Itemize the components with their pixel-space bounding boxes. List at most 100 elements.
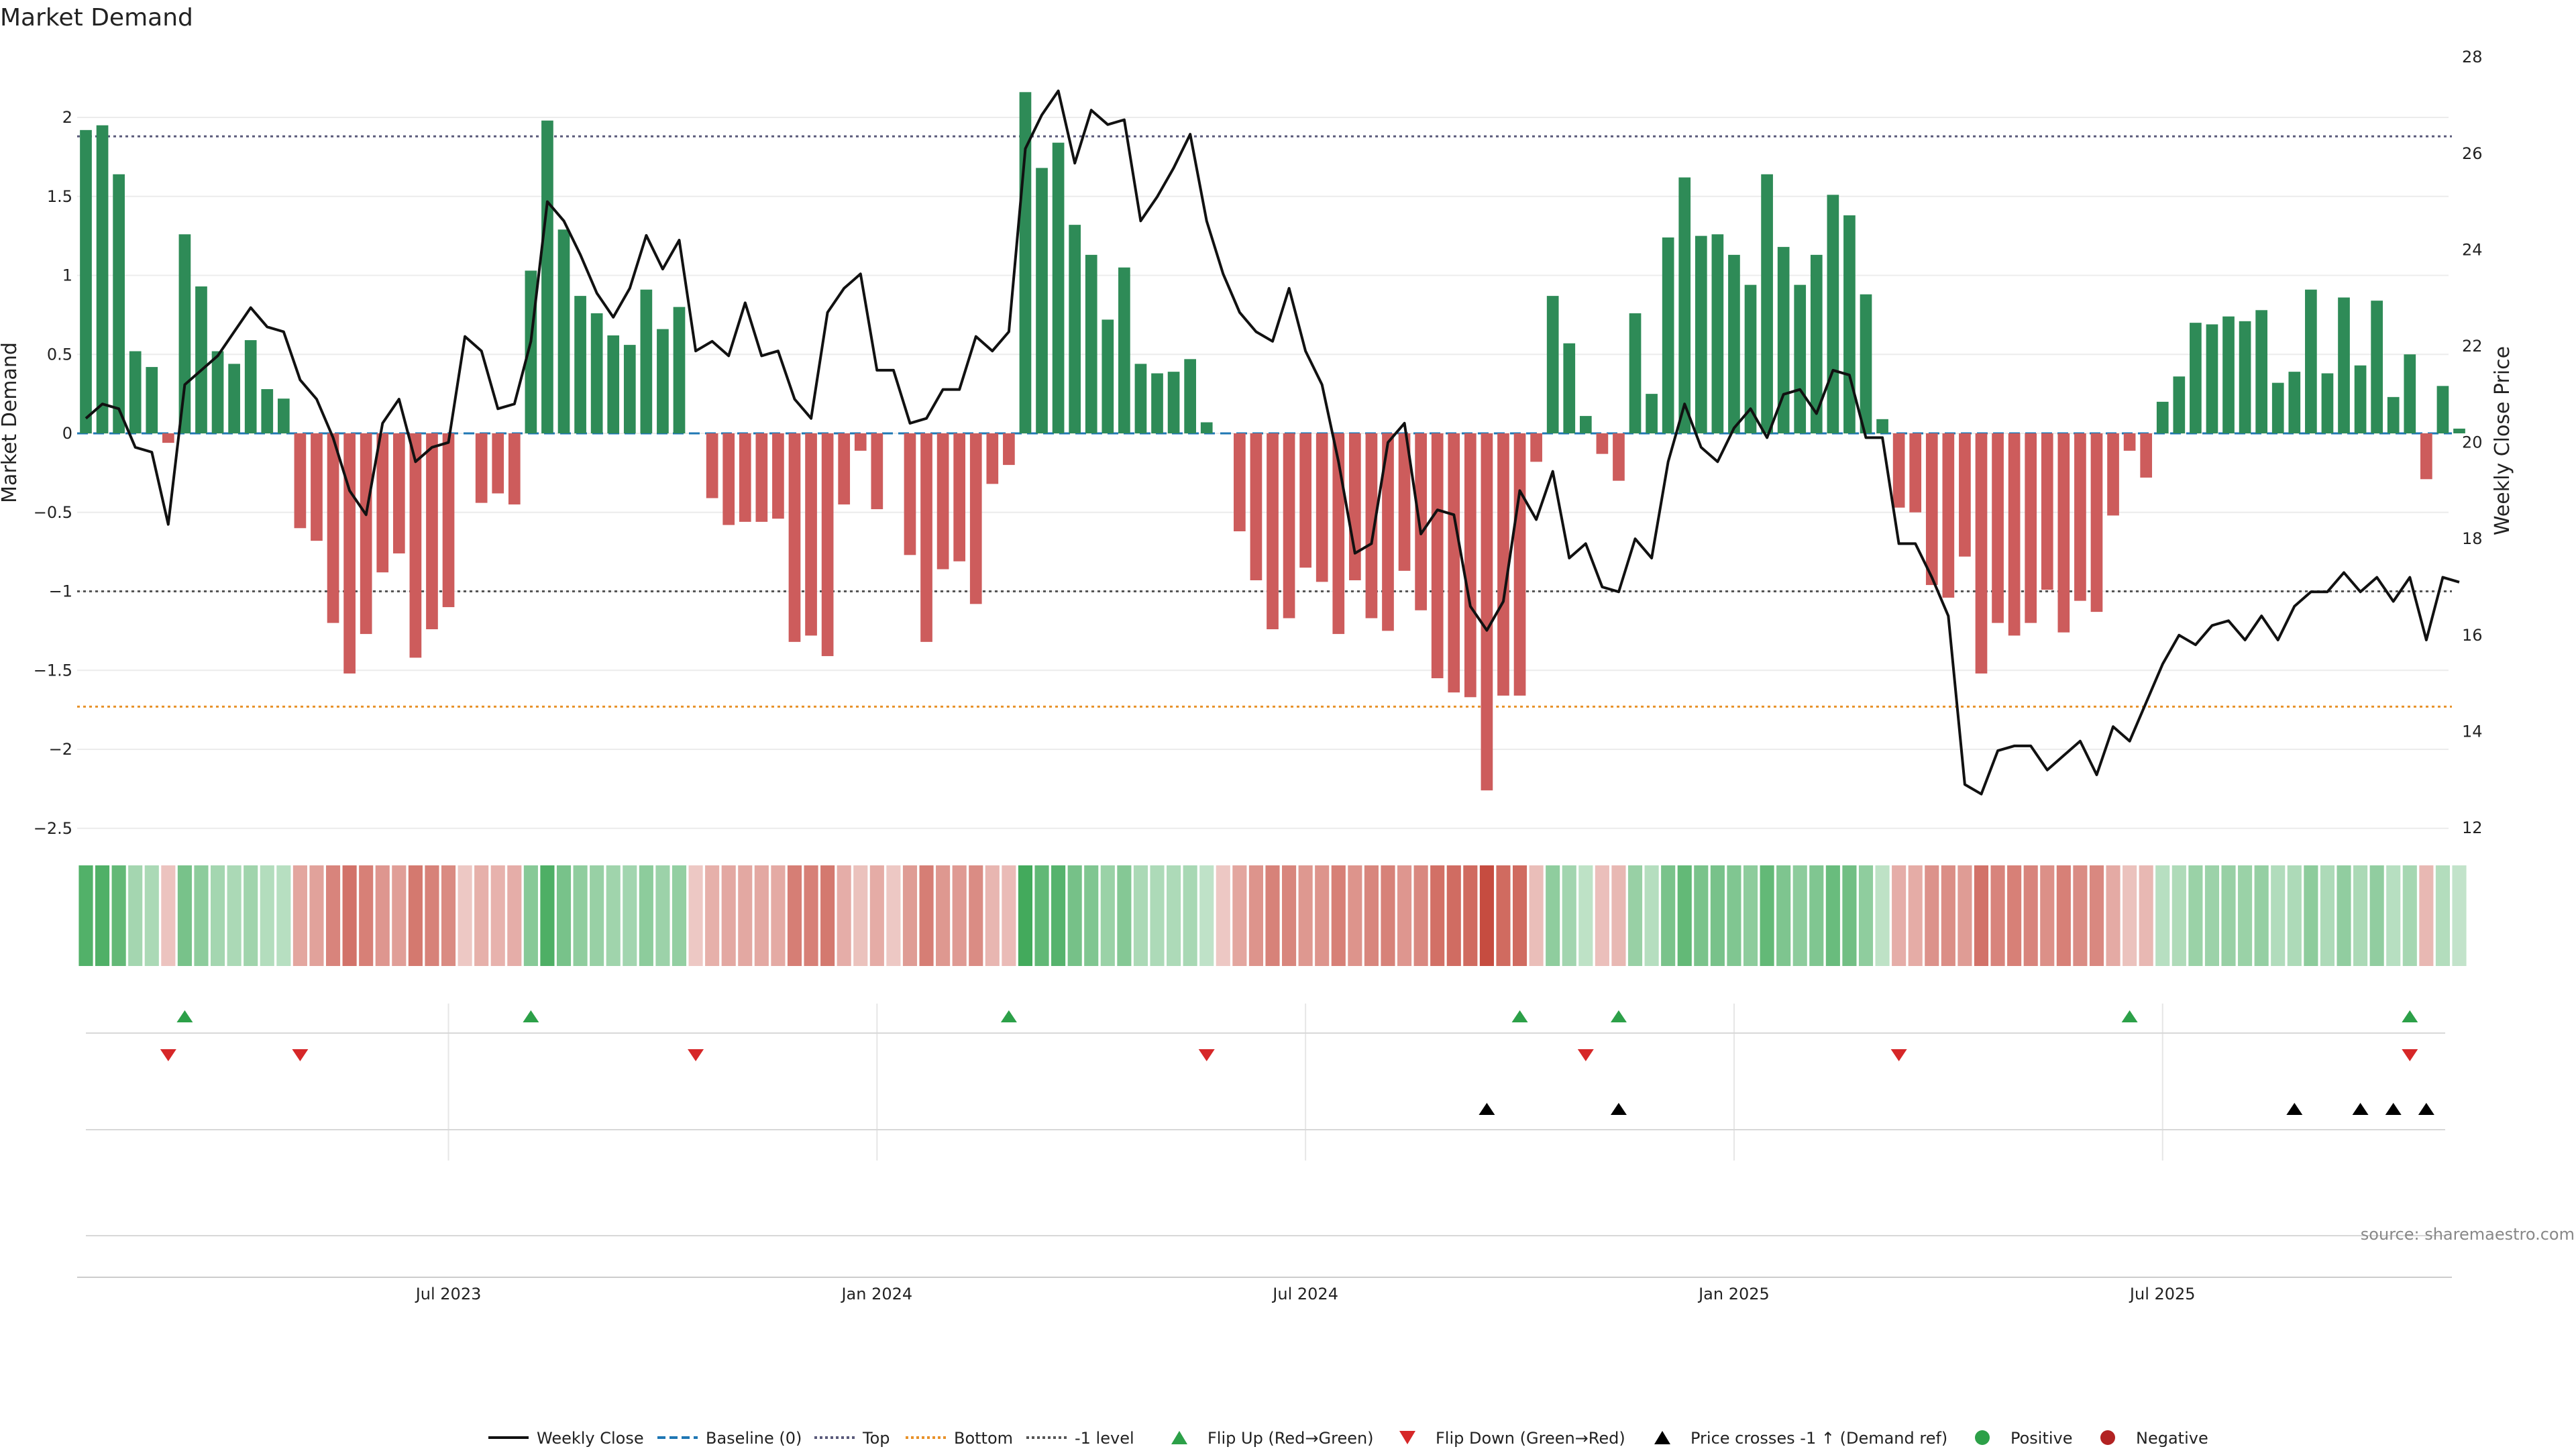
right-tick-label: 16 [2462,626,2483,645]
demand-bar [1728,254,1740,433]
demand-bar [2107,433,2119,516]
heat-cell [2139,865,2153,966]
heat-cell [952,865,967,966]
demand-bar [2271,382,2284,433]
heat-cell [309,865,324,966]
flip-up-marker [1511,1010,1528,1022]
demand-bar [1349,433,1361,581]
heat-cell [375,865,390,966]
heat-cell [2386,865,2401,966]
right-tick-label: 12 [2462,818,2483,837]
demand-bar [1909,433,1922,513]
demand-bar [772,433,784,519]
right-tick-label: 20 [2462,433,2483,452]
heat-cell [194,865,209,966]
heat-cell [1002,865,1016,966]
reference-lines [77,135,2452,708]
demand-bar [1860,294,1872,433]
demand-bar [2156,401,2169,433]
heat-cell [2155,865,2170,966]
heat-cell [1595,865,1609,966]
heat-cell [754,865,769,966]
price-cross-marker [2286,1103,2303,1115]
demand-bar [1777,247,1790,433]
demand-bar [706,433,718,498]
demand-bar [2453,428,2465,433]
demand-bar [1382,433,1394,631]
demand-bar [1464,433,1477,698]
demand-bar [360,433,372,635]
heat-cell [1892,865,1907,966]
legend-swatch [1975,1430,1990,1445]
heat-cell [292,865,307,966]
heat-cell [1496,865,1511,966]
heat-cell [1809,865,1824,966]
heat-cell [276,865,291,966]
legend-item: Top [814,1429,890,1448]
demand-bar [936,433,949,570]
heat-cell [1216,865,1230,966]
demand-bar [1003,433,1015,466]
demand-bar [1283,433,1295,619]
heat-cell [2056,865,2071,966]
heat-cell [623,865,637,966]
demand-bar [1530,433,1542,462]
heat-cell [837,865,851,966]
demand-bar [113,174,125,433]
heat-cell [1117,865,1132,966]
price-cross-marker [1610,1103,1627,1115]
demand-bar [1513,433,1526,696]
demand-bar [1662,237,1674,433]
demand-bar [1711,234,1724,433]
demand-bar [574,296,586,433]
demand-bar [739,433,751,522]
demand-bar [2321,373,2334,433]
demand-bar [1052,142,1065,433]
x-tick-label: Jul 2024 [1271,1285,1338,1303]
heat-cell [1298,865,1313,966]
heat-cell [2254,865,2269,966]
demand-bar [805,433,817,636]
demand-bar [2371,301,2383,433]
demand-bar [1102,319,1114,433]
heat-cell [1199,865,1214,966]
demand-bar [1151,373,1163,433]
demand-bar [2041,433,2053,590]
heat-cell [1941,865,1955,966]
demand-bars [80,92,2465,791]
heat-cell [556,865,572,966]
demand-bar [2123,433,2136,451]
demand-bar [1118,267,1130,433]
demand-bar [953,433,966,561]
demand-bar [1925,433,1938,586]
heat-cell [540,865,555,966]
demand-bar [2025,433,2037,623]
right-axis-label: Weekly Close Price [2491,346,2514,535]
heat-cell [1084,865,1099,966]
legend-label: Price crosses -1 ↑ (Demand ref) [1690,1429,1947,1448]
heat-cell [1743,865,1758,966]
demand-bar [1365,433,1378,619]
left-tick-label: 1 [62,266,72,285]
demand-bar [2255,310,2268,433]
flip-down-marker [1198,1049,1215,1061]
demand-bar [2387,396,2400,433]
heat-cell [2271,865,2286,966]
x-axis: Jul 2023 Jan 2024 Jul 2024 Jan 2025 Jul 2025 [77,1277,2452,1303]
demand-bar [904,433,916,555]
heat-cell [869,865,884,966]
demand-bar [1398,433,1411,571]
heat-cell [1760,865,1774,966]
flip-down-marker [1890,1049,1907,1061]
heat-cell [1397,865,1412,966]
demand-bar [1497,433,1509,696]
right-tick-label: 18 [2462,529,2483,548]
heat-cell [1710,865,1725,966]
heat-cell [902,865,918,966]
demand-bar [2288,372,2301,433]
demand-bar [1036,168,1048,434]
heat-cell [1858,865,1874,966]
heat-cell [2123,865,2137,966]
demand-bar [228,364,240,433]
